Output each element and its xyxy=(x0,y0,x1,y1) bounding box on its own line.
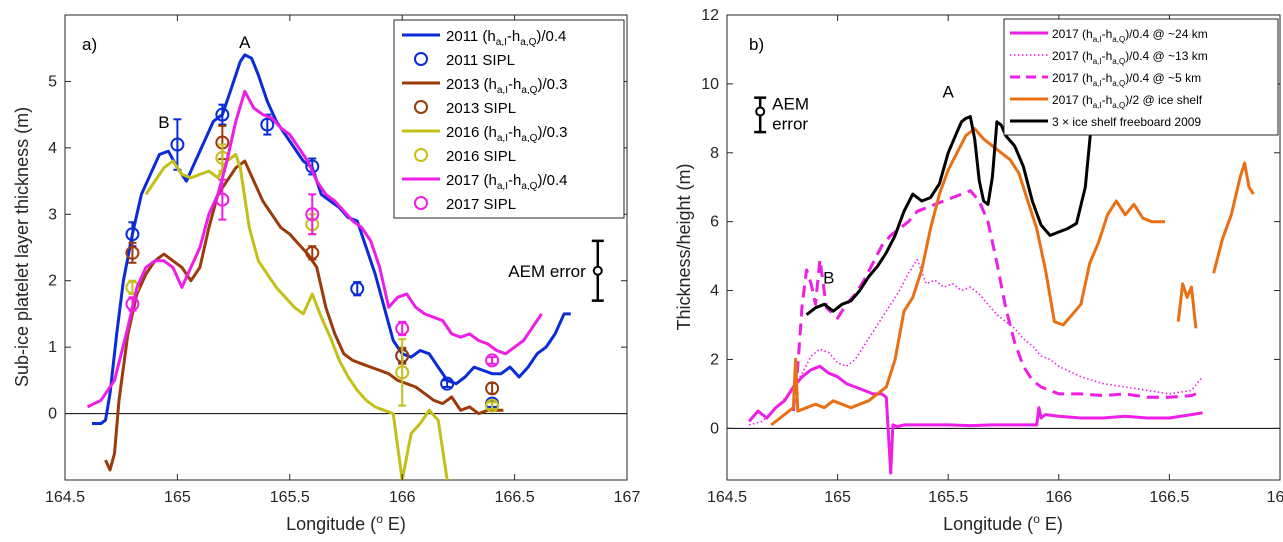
y-tick-label: 1 xyxy=(48,339,57,356)
series-line-b-1 xyxy=(748,258,1204,426)
legend-entry-label: 2011 (ha,I-ha,Q)/0.4 xyxy=(446,28,566,48)
series-line-a-6 xyxy=(86,89,543,409)
x-tick-label: 164.5 xyxy=(45,489,85,506)
legend-entry-label: 2017 (ha,I-ha,Q)/2 @ ice shelf xyxy=(1052,93,1203,110)
panel-b: 164.5 165 165.5 166 166.5 167 0 2 4 6 8 10 12 b) Lon… xyxy=(674,7,1283,534)
legend-entry-label: 2013 SIPL xyxy=(446,100,516,117)
aem-error-label: AEM error xyxy=(508,262,586,281)
y-axis-label-b: Thickness/height (m) xyxy=(674,163,694,330)
data-point xyxy=(125,245,140,260)
legend-box-a xyxy=(393,19,625,219)
data-point xyxy=(350,281,365,296)
y-tick-label: 2 xyxy=(48,273,57,290)
data-point xyxy=(125,227,140,242)
series-group-a xyxy=(86,53,571,480)
annotation-label: A xyxy=(239,33,251,52)
x-tick-label: 165 xyxy=(164,489,191,506)
x-tick-label: 165.5 xyxy=(270,489,310,506)
series-line-a-0 xyxy=(92,53,571,425)
series-line-b-3 xyxy=(770,127,1255,427)
y-tick-label: 4 xyxy=(48,140,57,157)
y-tick-label: 6 xyxy=(710,214,719,231)
series-line-b-2 xyxy=(791,189,1197,412)
aem-error-marker xyxy=(592,265,603,276)
x-tick-label: 167 xyxy=(614,489,641,506)
legend-marker xyxy=(414,100,428,114)
y-tick-label: 4 xyxy=(710,283,719,300)
legend-entry-label: 2016 (ha,I-ha,Q)/0.3 xyxy=(446,124,567,144)
x-tick-label: 166 xyxy=(1045,489,1072,506)
legend-entry-label: 2017 (ha,I-ha,Q)/0.4 @ ~13 km xyxy=(1052,49,1208,66)
y-tick-label: 12 xyxy=(701,7,719,24)
annotation-label: B xyxy=(158,113,169,132)
data-point xyxy=(485,353,500,368)
y-tick-label: 0 xyxy=(710,420,719,437)
data-point xyxy=(485,381,500,396)
panel-label-b: b) xyxy=(749,35,764,54)
legend-marker xyxy=(414,148,428,162)
x-tick-label: 165.5 xyxy=(928,489,968,506)
y-tick-label: 0 xyxy=(48,406,57,423)
aem-error-label-2: error xyxy=(772,114,808,133)
annotation-label: B xyxy=(823,269,834,288)
legend-entry-label: 2017 (ha,I-ha,Q)/0.4 @ ~5 km xyxy=(1052,71,1201,88)
series-line-a-2 xyxy=(104,159,504,472)
legend-marker xyxy=(414,196,428,210)
data-point xyxy=(125,296,140,311)
data-point xyxy=(305,207,320,222)
legend-entry-label: 2013 (ha,I-ha,Q)/0.3 xyxy=(446,76,567,96)
x-axis-label-a: Longitude (o E) xyxy=(286,512,406,534)
data-point xyxy=(260,117,275,132)
legend-entry-label: 3 × ice shelf freeboard 2009 xyxy=(1052,115,1201,129)
legend-entry-label: 2017 SIPL xyxy=(446,196,516,213)
data-point xyxy=(170,137,185,152)
data-point xyxy=(440,376,455,391)
data-point xyxy=(305,245,320,260)
y-axis-label-a: Sub-ice platelet layer thickness (m) xyxy=(12,107,32,387)
x-tick-label: 166.5 xyxy=(495,489,535,506)
y-tick-label: 10 xyxy=(701,76,719,93)
y-tick-label: 2 xyxy=(710,351,719,368)
annotation-label: A xyxy=(943,83,955,102)
x-axis-label-b: Longitude (o E) xyxy=(943,512,1063,534)
legend-entry-label: 2017 (ha,I-ha,Q)/0.4 xyxy=(446,172,567,192)
x-tick-label: 167 xyxy=(1267,489,1283,506)
aem-error-marker xyxy=(755,106,766,117)
legend-a: 2011 (ha,I-ha,Q)/0.4 2011 SIPL 2013 (ha,I-… xyxy=(393,19,625,219)
aem-error-label: AEM xyxy=(772,94,809,113)
series-group-b xyxy=(747,94,1255,475)
series-line-a-4 xyxy=(144,153,449,480)
legend-entry-label: 2011 SIPL xyxy=(446,52,515,69)
panel-a: 164.5 165 165.5 166 166.5 167 0 1 2 3 4 5 a) Longit… xyxy=(12,14,641,534)
series-line-b-0 xyxy=(747,364,1203,475)
data-point xyxy=(395,321,410,336)
x-tick-label: 164.5 xyxy=(707,489,747,506)
x-tick-label: 166 xyxy=(389,489,416,506)
legend-marker xyxy=(414,52,428,66)
y-tick-label: 3 xyxy=(48,206,57,223)
data-point xyxy=(215,107,230,122)
series-line-b-4 xyxy=(805,94,1096,316)
legend-entry-label: 2017 (ha,I-ha,Q)/0.4 @ ~24 km xyxy=(1052,27,1208,44)
data-point xyxy=(395,365,410,380)
data-point xyxy=(485,398,500,413)
legend-box-b xyxy=(1003,18,1279,136)
legend-entry-label: 2016 SIPL xyxy=(446,148,516,165)
legend-b: 2017 (ha,I-ha,Q)/0.4 @ ~24 km 2017 (ha,I-… xyxy=(1003,18,1279,136)
data-point xyxy=(215,192,230,207)
x-tick-label: 166.5 xyxy=(1149,489,1189,506)
y-tick-label: 5 xyxy=(48,73,57,90)
panel-label-a: a) xyxy=(82,35,97,54)
x-tick-label: 165 xyxy=(824,489,851,506)
y-tick-label: 8 xyxy=(710,145,719,162)
